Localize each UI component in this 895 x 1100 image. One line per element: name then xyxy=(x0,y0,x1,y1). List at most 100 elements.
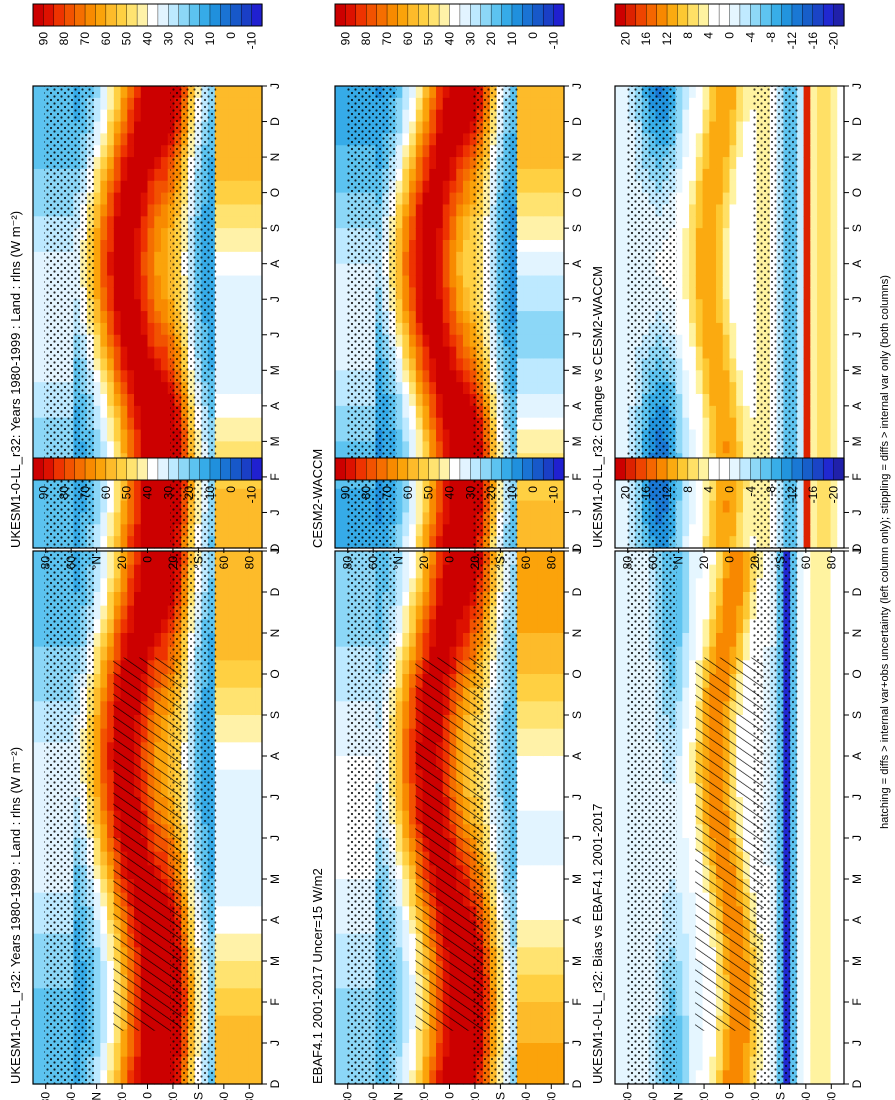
heatmap-cell xyxy=(255,1029,263,1044)
heatmap-cell xyxy=(93,933,101,948)
heatmap-cell xyxy=(615,824,623,839)
heatmap-cell xyxy=(93,892,101,907)
heatmap-cell xyxy=(221,838,229,853)
heatmap-cell xyxy=(33,441,41,454)
heatmap-cell xyxy=(415,551,424,566)
heatmap-cell xyxy=(557,906,565,921)
heatmap-cell xyxy=(154,157,162,170)
heatmap-cell xyxy=(837,961,845,976)
heatmap-cell xyxy=(462,564,471,579)
heatmap-cell xyxy=(160,646,169,661)
heatmap-cell xyxy=(248,728,256,743)
heatmap-cell xyxy=(817,838,825,853)
heatmap-cell xyxy=(736,564,744,579)
heatmap-cell xyxy=(716,1056,724,1071)
heatmap-cell xyxy=(736,633,744,648)
heatmap-cell xyxy=(107,370,115,383)
heatmap-cell xyxy=(523,906,531,921)
heatmap-cell xyxy=(255,728,263,743)
heatmap-cell xyxy=(107,892,115,907)
heatmap-cell xyxy=(113,405,122,419)
heatmap-cell xyxy=(241,988,250,1003)
heatmap-cell xyxy=(803,674,811,689)
heatmap-cell xyxy=(682,1070,690,1085)
heatmap-cell xyxy=(120,512,128,525)
heatmap-cell xyxy=(235,701,243,716)
heatmap-cell xyxy=(248,1056,256,1071)
heatmap-cell xyxy=(39,488,48,502)
heatmap-cell xyxy=(837,879,845,894)
heatmap-cell xyxy=(456,619,464,634)
heatmap-cell xyxy=(722,578,731,593)
heatmap-cell xyxy=(557,838,565,853)
heatmap-cell xyxy=(341,1056,350,1071)
lat-tick-label: 20 xyxy=(697,1092,711,1100)
heatmap-cell xyxy=(100,346,108,360)
heatmap-cell xyxy=(214,633,223,648)
heatmap-cell xyxy=(796,865,805,880)
heatmap-cell xyxy=(429,1056,437,1071)
heatmap-cell xyxy=(621,797,630,812)
heatmap-cell xyxy=(147,287,155,300)
heatmap-cell xyxy=(837,783,845,798)
heatmap-cell xyxy=(543,646,552,661)
heatmap-cell xyxy=(214,605,223,620)
heatmap-cell xyxy=(837,1029,845,1044)
heatmap-cell xyxy=(810,1043,818,1058)
lat-tick-label: 80 xyxy=(621,1092,635,1100)
heatmap-cell xyxy=(140,1029,149,1044)
heatmap-cell xyxy=(335,961,343,976)
heatmap-cell xyxy=(241,1056,250,1071)
heatmap-cell xyxy=(39,633,48,648)
heatmap-cell xyxy=(722,1043,731,1058)
heatmap-cell xyxy=(837,947,845,962)
heatmap-cell xyxy=(803,578,811,593)
heatmap-cell xyxy=(228,605,236,620)
heatmap-cell xyxy=(830,920,838,935)
heatmap-cell xyxy=(140,358,149,371)
heatmap-cell xyxy=(100,1002,108,1017)
heatmap-cell xyxy=(530,1056,538,1071)
heatmap-cell xyxy=(796,1015,805,1030)
heatmap-cell xyxy=(241,810,250,825)
lat-tick-label: 60 xyxy=(64,1092,78,1100)
heatmap-cell xyxy=(100,674,108,689)
heatmap-cell xyxy=(228,1056,236,1071)
heatmap-cell xyxy=(615,756,623,771)
heatmap-cell xyxy=(810,756,818,771)
heatmap-cell xyxy=(113,192,122,206)
lat-tick-label: 0 xyxy=(723,1092,737,1099)
heatmap-cell xyxy=(523,1015,531,1030)
heatmap-cell xyxy=(442,605,451,620)
heatmap-cell xyxy=(550,838,558,853)
heatmap-cell xyxy=(241,592,250,607)
month-tick-label: O xyxy=(570,669,584,678)
heatmap-cell xyxy=(442,619,451,634)
heatmap-cell xyxy=(550,1015,558,1030)
heatmap-cell xyxy=(341,564,350,579)
heatmap-cell xyxy=(702,564,710,579)
heatmap-cell xyxy=(154,97,162,111)
heatmap-cell xyxy=(39,906,48,921)
heatmap-cell xyxy=(716,605,724,620)
heatmap-cell xyxy=(93,619,101,634)
heatmap-cell xyxy=(422,551,430,566)
heatmap-cell xyxy=(462,551,471,566)
heatmap-cell xyxy=(33,476,41,490)
heatmap-cell xyxy=(796,783,805,798)
heatmap-cell xyxy=(796,933,805,948)
heatmap-cell xyxy=(140,86,149,99)
heatmap-cell xyxy=(39,524,48,537)
heatmap-cell xyxy=(107,121,115,134)
heatmap-cell xyxy=(248,947,256,962)
heatmap-cell xyxy=(147,605,155,620)
heatmap-cell xyxy=(837,920,845,935)
heatmap-cell xyxy=(810,619,818,634)
heatmap-cell xyxy=(615,892,623,907)
month-tick-label: M xyxy=(570,956,584,966)
heatmap-cell xyxy=(523,920,531,935)
heatmap-cell xyxy=(100,1029,108,1044)
heatmap-cell xyxy=(557,578,565,593)
month-tick-label: N xyxy=(268,629,282,638)
heatmap-cell xyxy=(33,879,41,894)
